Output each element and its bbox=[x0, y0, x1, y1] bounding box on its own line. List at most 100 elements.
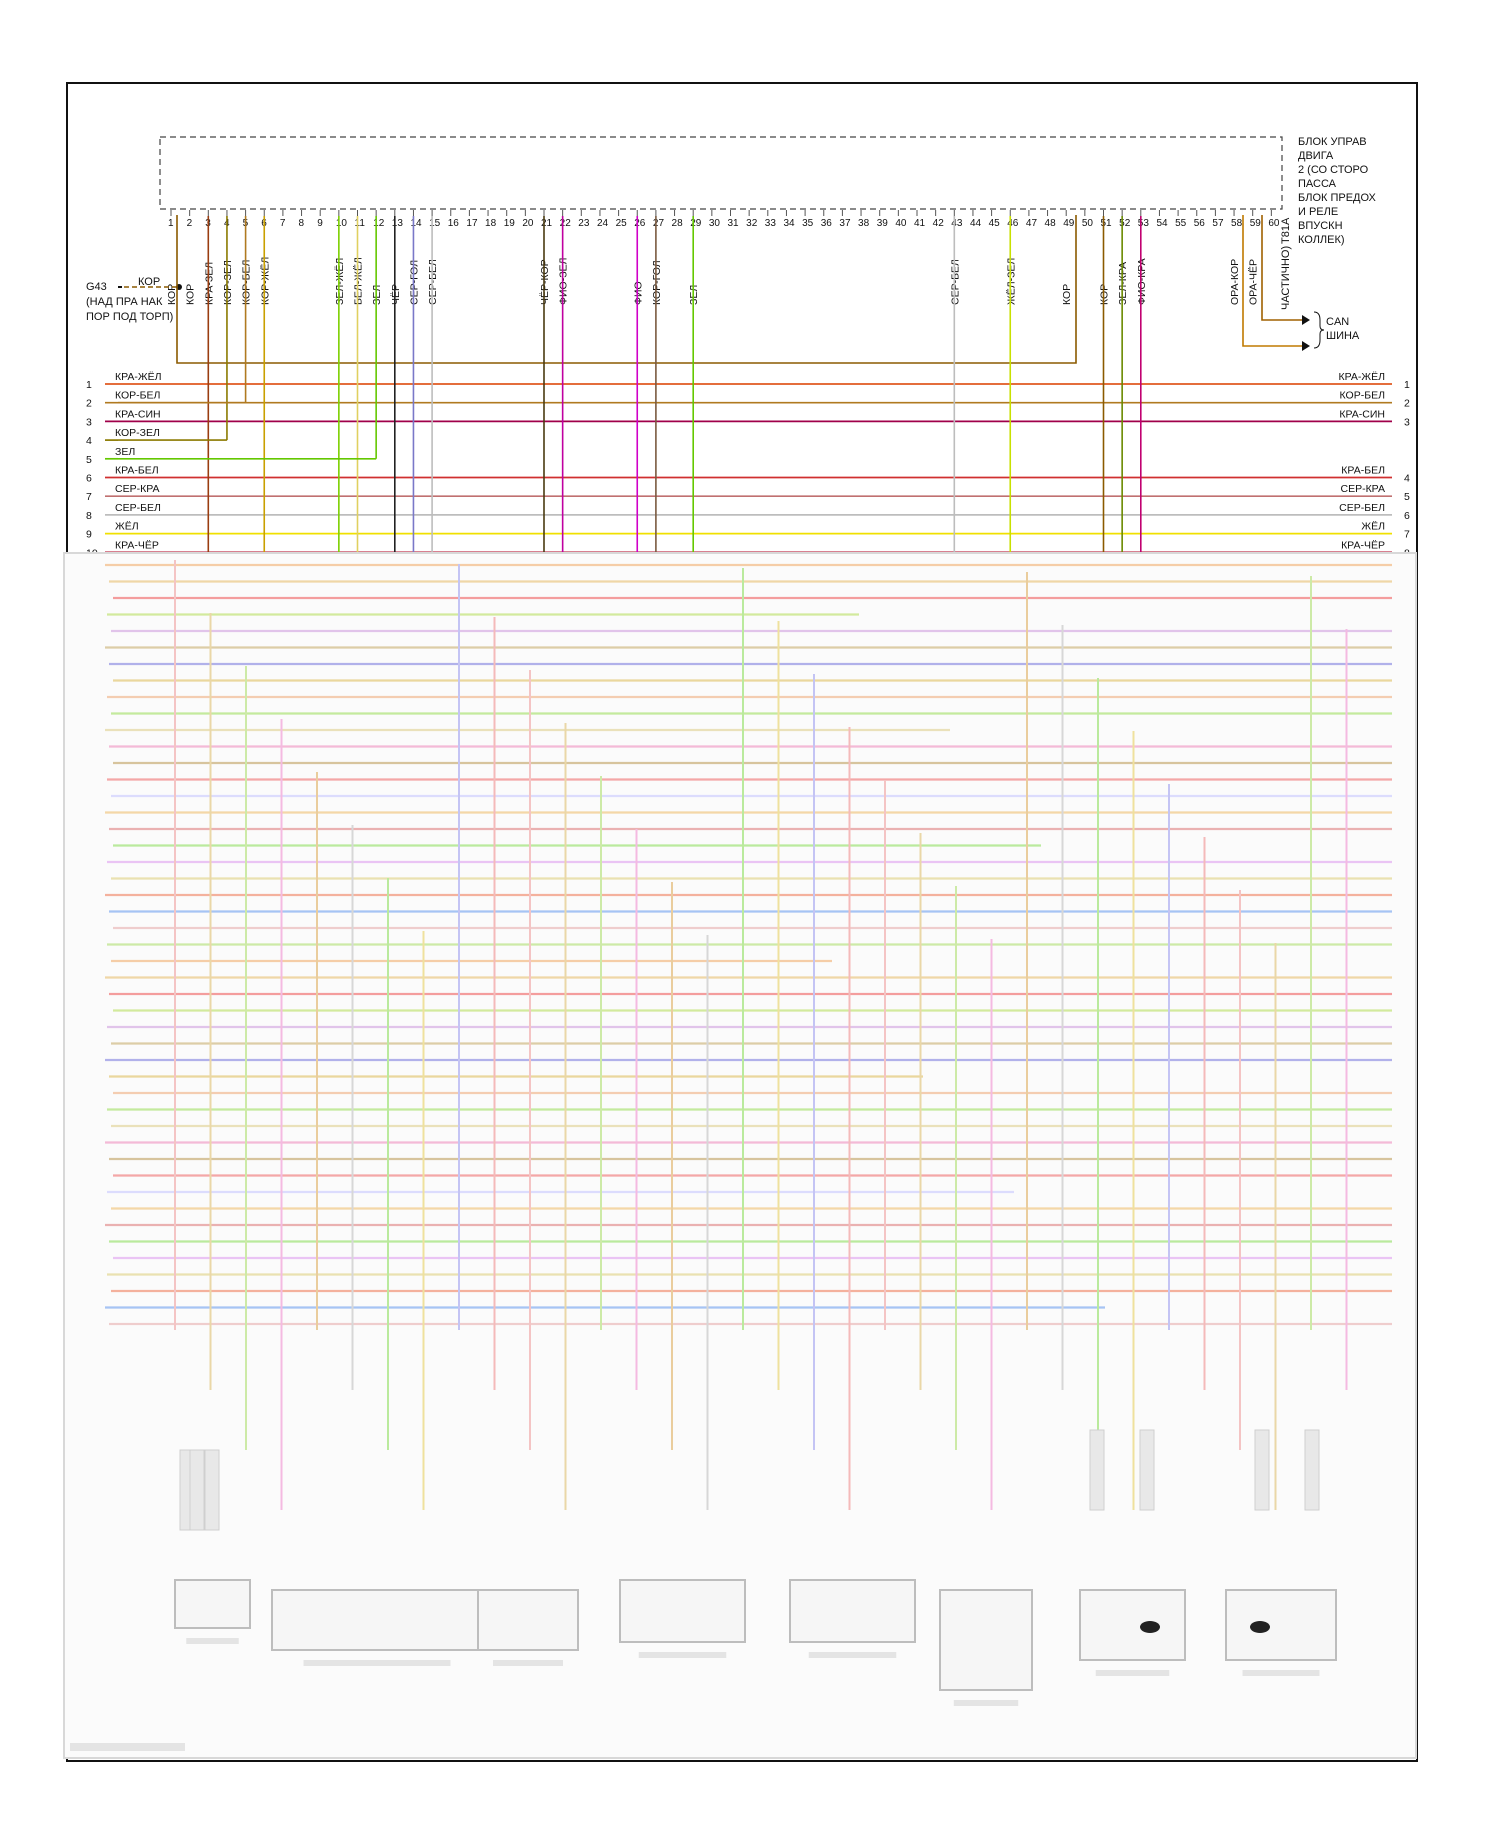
pin-number: 50 bbox=[1082, 218, 1094, 229]
component-box bbox=[477, 1589, 579, 1651]
pin-number: 52 bbox=[1119, 218, 1131, 229]
pin-number: 57 bbox=[1212, 218, 1224, 229]
bus-right-label: КРА-СИН bbox=[1339, 408, 1385, 420]
bus-right-number: 3 bbox=[1404, 416, 1410, 428]
pin-number: 60 bbox=[1268, 218, 1280, 229]
can-arrow bbox=[1302, 315, 1310, 351]
pin-wire-label: БЕЛ-ЖЁЛ bbox=[353, 257, 365, 305]
bus-right-number: 1 bbox=[1404, 379, 1410, 391]
bus-left-label: КРА-ЧЁР bbox=[115, 539, 159, 551]
bus-left-label: КОР-БЕЛ bbox=[115, 390, 161, 402]
pin-wire-label: ЗЕЛ bbox=[688, 285, 700, 305]
bus-right-label: КОР-БЕЛ bbox=[1340, 390, 1386, 402]
bus-lines: 1 КРА-ЖЁЛ КРА-ЖЁЛ 1 2 КОР-БЕЛ КОР-БЕЛ 2 3 КРА-СИН… bbox=[86, 371, 1410, 559]
pin-number: 33 bbox=[765, 218, 777, 229]
footer-code-placeholder bbox=[70, 1743, 185, 1751]
bus-left-label: КОР-ЗЕЛ bbox=[115, 427, 160, 439]
bus-right-number: 5 bbox=[1404, 491, 1410, 503]
can-label: CAN bbox=[1326, 316, 1349, 328]
component-label-placeholder bbox=[1095, 1670, 1170, 1676]
pin-wire-label: ОРА-ЧЁР bbox=[1248, 259, 1260, 305]
ecu-title-line: КОЛЛЕК) bbox=[1298, 234, 1345, 246]
component-label-placeholder bbox=[1242, 1670, 1320, 1676]
ground-id: G43 bbox=[86, 281, 107, 293]
pin-wire-label: КОР bbox=[1099, 284, 1111, 305]
component-label-placeholder bbox=[493, 1660, 563, 1666]
pin-number: 30 bbox=[709, 218, 721, 229]
bus-left-number: 7 bbox=[86, 491, 92, 503]
pin-number: 20 bbox=[522, 218, 534, 229]
pin-number: 31 bbox=[728, 218, 740, 229]
pin-wire-label: ЗЕЛ-ЖЁЛ bbox=[334, 258, 346, 305]
ground-g43: G43 (НАД ПРА НАК ПОР ПОД ТОРП) КОР bbox=[86, 276, 173, 323]
pin-wire-label: КОР-БЕЛ bbox=[241, 259, 253, 305]
pin-number: 10 bbox=[336, 218, 348, 229]
ground-desc: ПОР ПОД ТОРП) bbox=[86, 311, 173, 323]
bus-left-number: 6 bbox=[86, 473, 92, 485]
pin-wire-label: ЗЕЛ-КРА bbox=[1117, 262, 1129, 305]
bus-left-label: СЕР-БЕЛ bbox=[115, 502, 161, 514]
can-brace bbox=[1313, 311, 1325, 349]
bus-right-label: СЕР-КРА bbox=[1340, 483, 1385, 495]
pin-wire-label: КОР bbox=[185, 284, 197, 305]
can-wire-59 bbox=[1261, 215, 1306, 321]
pin-wire-label: ФИО bbox=[632, 281, 644, 305]
ecu-title-line: БЛОК ПРЕДОХ bbox=[1298, 192, 1377, 204]
pin-number: 19 bbox=[504, 218, 516, 229]
pin-wire-label: ФИО-ЗЕЛ bbox=[558, 257, 570, 305]
connector-block bbox=[1304, 1429, 1320, 1511]
ground-wire-label: КОР bbox=[138, 276, 160, 288]
bus-left-label: КРА-БЕЛ bbox=[115, 465, 159, 477]
ecu-title-line: ПАССА bbox=[1298, 178, 1337, 190]
pin-number: 38 bbox=[858, 218, 870, 229]
can-label: ШИНА bbox=[1326, 330, 1360, 342]
component-box bbox=[939, 1589, 1033, 1691]
pin-number: 42 bbox=[933, 218, 945, 229]
bus-right-number: 2 bbox=[1404, 398, 1410, 410]
component-box bbox=[1079, 1589, 1186, 1661]
pin-number: 11 bbox=[355, 218, 366, 229]
pin-number: 23 bbox=[578, 218, 590, 229]
pin-number: 1 bbox=[168, 218, 174, 229]
can-wire-58 bbox=[1242, 215, 1306, 347]
component-box bbox=[1225, 1589, 1337, 1661]
pin-number: 43 bbox=[951, 218, 963, 229]
component-label-placeholder bbox=[953, 1700, 1019, 1706]
bus-left-number: 3 bbox=[86, 416, 92, 428]
vertical-wires bbox=[118, 216, 1142, 555]
bus-left-label: СЕР-КРА bbox=[115, 483, 160, 495]
component-label-placeholder bbox=[186, 1638, 239, 1644]
bus-left-label: КРА-СИН bbox=[115, 408, 161, 420]
component-label-placeholder bbox=[303, 1660, 451, 1666]
connector-block bbox=[1089, 1429, 1105, 1511]
pin-number: 56 bbox=[1194, 218, 1206, 229]
pin-number: 54 bbox=[1156, 218, 1168, 229]
bus-right-number: 7 bbox=[1404, 529, 1410, 541]
pin-wire-label: КОР bbox=[1061, 284, 1073, 305]
pin-number: 55 bbox=[1175, 218, 1187, 229]
connector-note: ЧАСТИЧНО) bbox=[1280, 246, 1292, 310]
pin-number: 22 bbox=[560, 218, 572, 229]
pin-wire-label: ЧЁР-КОР bbox=[539, 259, 551, 305]
pin-number: 34 bbox=[783, 218, 795, 229]
pin-number: 47 bbox=[1026, 218, 1038, 229]
pin-wire-label: КОР bbox=[166, 284, 178, 305]
pin-number: 8 bbox=[299, 218, 305, 229]
component-box bbox=[619, 1579, 746, 1643]
connector-block bbox=[204, 1449, 220, 1531]
pin-number: 18 bbox=[485, 218, 497, 229]
pin-wire-label: ЗЕЛ bbox=[371, 285, 383, 305]
bus-right-label: ЖЁЛ bbox=[1361, 521, 1385, 533]
pin-number: 27 bbox=[653, 218, 665, 229]
ecu-title-line: 2 (СО СТОРО bbox=[1298, 164, 1369, 176]
pin-number: 51 bbox=[1101, 218, 1113, 229]
pin-wire-label: КОР-ЖЁЛ bbox=[259, 257, 271, 305]
pin-wire-label: КОР-ГОЛ bbox=[651, 260, 663, 305]
pin-number: 58 bbox=[1231, 218, 1243, 229]
connector-block bbox=[1254, 1429, 1270, 1511]
bus-left-number: 9 bbox=[86, 529, 92, 541]
ecu-title-line: ДВИГА bbox=[1298, 150, 1334, 162]
faded-wiring bbox=[105, 560, 1392, 1510]
bus-left-number: 5 bbox=[86, 454, 92, 466]
bus-right-label: КРА-БЕЛ bbox=[1341, 465, 1385, 477]
